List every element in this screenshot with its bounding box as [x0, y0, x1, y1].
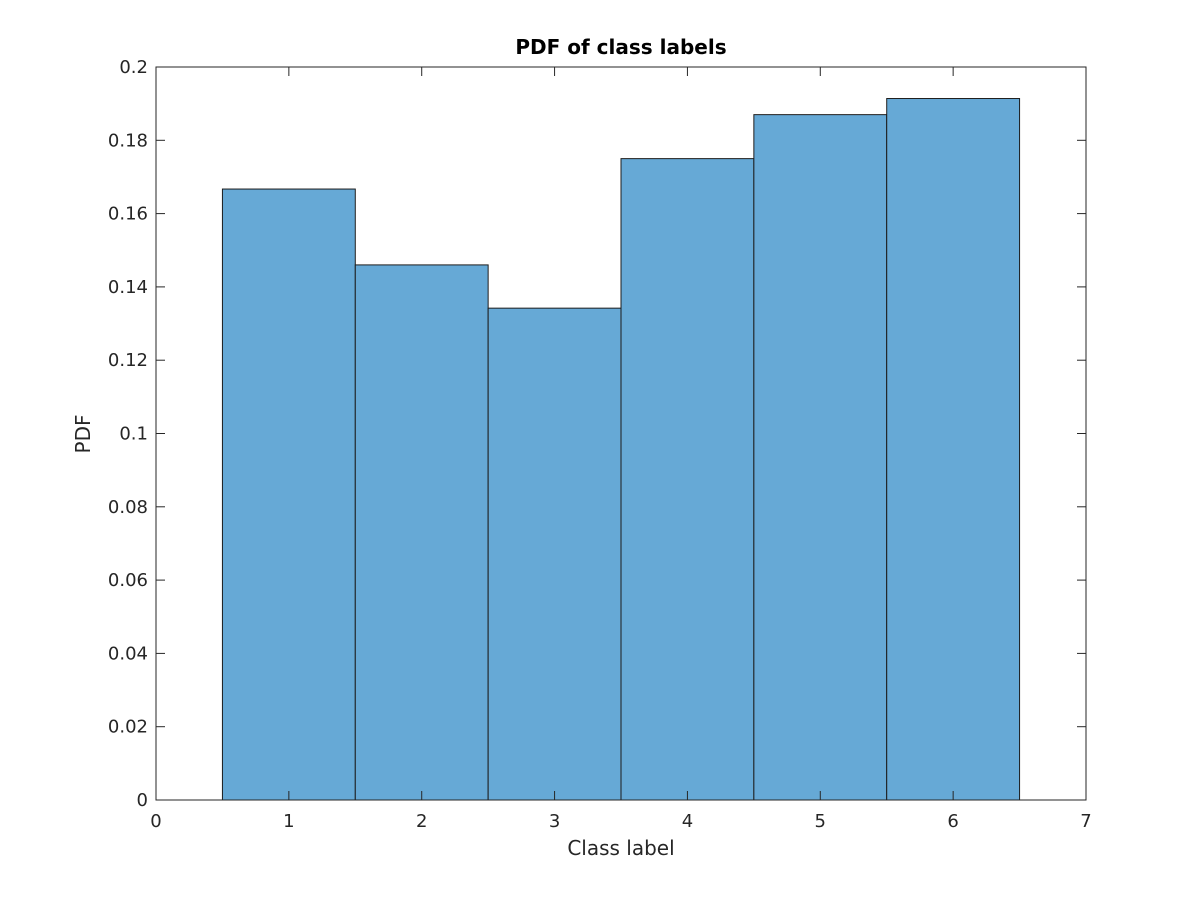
y-tick-label-0: 0: [137, 790, 148, 811]
bar-class-5: [753, 114, 888, 801]
y-tick-label-7: 0.14: [108, 277, 148, 298]
bar-class-2: [354, 264, 489, 801]
y-ticks-group: 0 0.02 0.04 0.06 0.08 0.1 0.12 0.14 0.16 0.18 0.2: [108, 57, 1086, 811]
x-tick-label-1: 1: [283, 811, 294, 832]
x-tick-label-7: 7: [1080, 811, 1091, 832]
x-tick-label-3: 3: [549, 811, 560, 832]
y-tick-label-1: 0.02: [108, 717, 148, 738]
bars-group: [221, 98, 1021, 801]
y-tick-label-8: 0.16: [108, 204, 148, 225]
y-tick-label-6: 0.12: [108, 350, 148, 371]
y-tick-label-2: 0.04: [108, 643, 148, 664]
x-tick-label-4: 4: [682, 811, 693, 832]
bar-class-4: [620, 158, 755, 801]
y-tick-label-4: 0.08: [108, 497, 148, 518]
y-tick-label-9: 0.18: [108, 130, 148, 151]
bar-class-3: [487, 307, 622, 801]
bar-class-1: [221, 188, 356, 801]
axes-box: [155, 66, 1087, 801]
x-tick-label-5: 5: [815, 811, 826, 832]
x-tick-label-0: 0: [150, 811, 161, 832]
chart-title: PDF of class labels: [515, 35, 726, 59]
y-axis-title: PDF: [71, 415, 95, 454]
y-tick-label-3: 0.06: [108, 570, 148, 591]
bar-class-6: [886, 98, 1021, 801]
x-tick-label-2: 2: [416, 811, 427, 832]
y-tick-label-5: 0.1: [119, 424, 148, 445]
y-tick-label-10: 0.2: [119, 57, 148, 78]
x-tick-label-6: 6: [947, 811, 958, 832]
x-axis-title: Class label: [567, 836, 674, 860]
